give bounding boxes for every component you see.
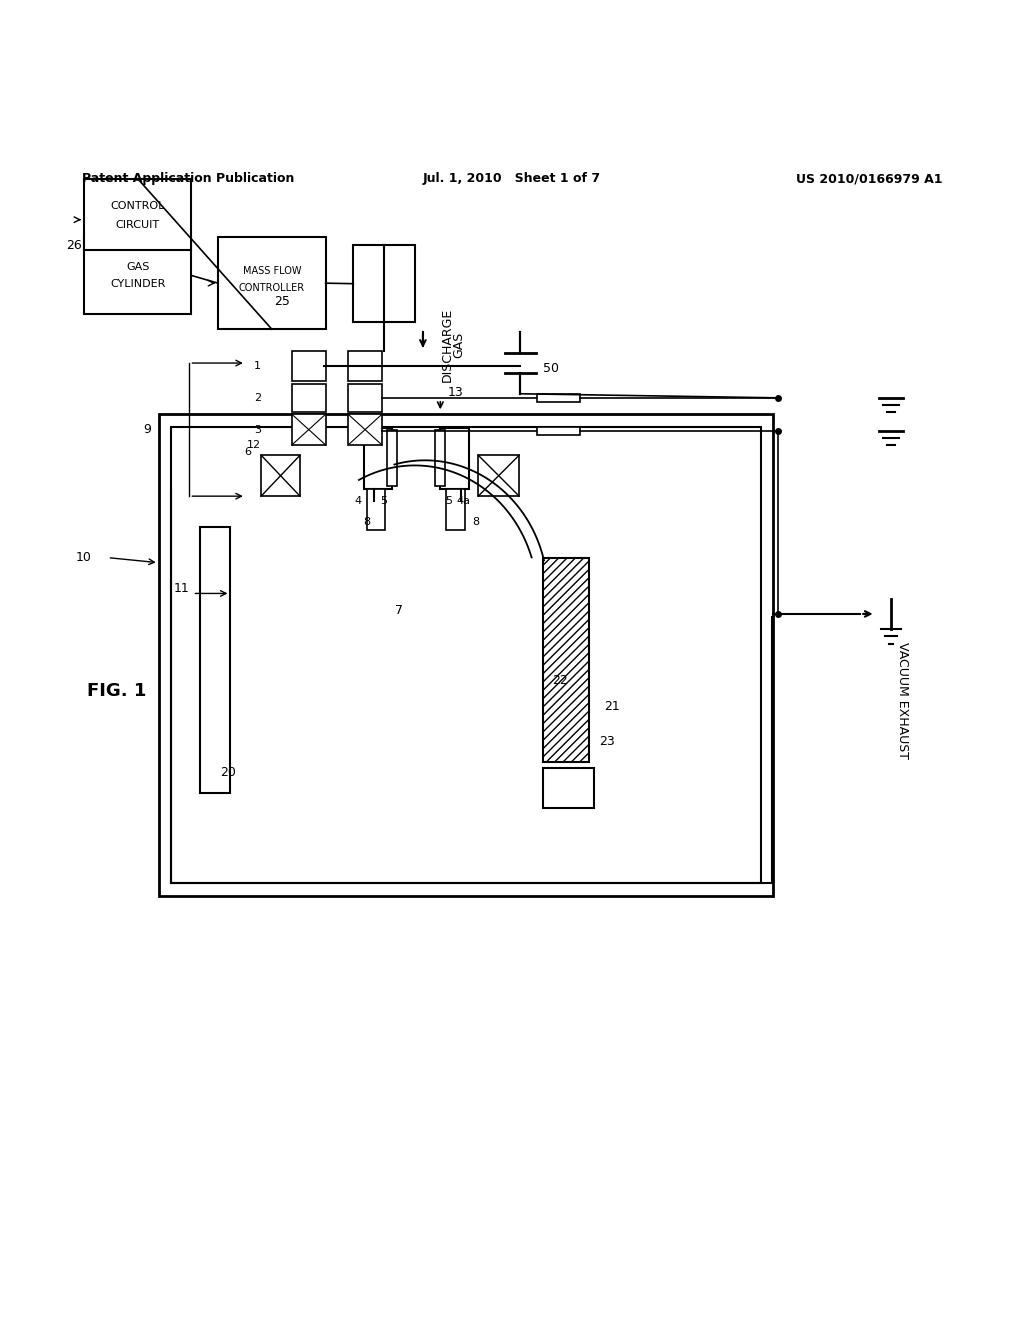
Text: 7: 7 bbox=[395, 605, 403, 618]
Bar bbox=[446, 488, 465, 529]
Text: 25: 25 bbox=[273, 296, 290, 308]
Text: 4: 4 bbox=[355, 496, 361, 506]
Text: 8: 8 bbox=[364, 516, 370, 527]
Text: MASS FLOW: MASS FLOW bbox=[243, 265, 301, 276]
Text: DISCHARGE: DISCHARGE bbox=[440, 308, 454, 381]
Text: 8: 8 bbox=[473, 516, 479, 527]
Text: CIRCUIT: CIRCUIT bbox=[116, 220, 160, 230]
Text: 10: 10 bbox=[76, 552, 92, 564]
Bar bbox=[353, 246, 415, 322]
Bar bbox=[348, 384, 382, 412]
Text: 21: 21 bbox=[604, 700, 620, 713]
Bar bbox=[543, 767, 594, 808]
Bar bbox=[440, 428, 469, 488]
Bar bbox=[200, 527, 230, 793]
Bar bbox=[292, 351, 326, 381]
Text: 13: 13 bbox=[447, 385, 464, 399]
Bar bbox=[261, 455, 300, 496]
Text: CONTROL: CONTROL bbox=[111, 202, 165, 211]
Bar bbox=[478, 455, 519, 496]
Text: 22: 22 bbox=[553, 675, 568, 686]
Text: Patent Application Publication: Patent Application Publication bbox=[82, 172, 294, 185]
Text: US 2010/0166979 A1: US 2010/0166979 A1 bbox=[796, 172, 942, 185]
Text: 5: 5 bbox=[380, 496, 387, 506]
Bar bbox=[84, 178, 191, 251]
Bar bbox=[543, 557, 589, 763]
Text: 6: 6 bbox=[244, 447, 251, 457]
Bar bbox=[292, 384, 326, 412]
Text: Jul. 1, 2010   Sheet 1 of 7: Jul. 1, 2010 Sheet 1 of 7 bbox=[423, 172, 601, 185]
Text: CONTROLLER: CONTROLLER bbox=[239, 284, 305, 293]
Text: 2: 2 bbox=[254, 393, 261, 403]
Bar bbox=[435, 429, 445, 486]
Text: FIG. 1: FIG. 1 bbox=[87, 681, 146, 700]
Text: 26: 26 bbox=[67, 239, 82, 252]
Bar bbox=[348, 414, 382, 445]
Bar bbox=[292, 414, 326, 445]
Bar bbox=[171, 426, 761, 883]
Text: 1: 1 bbox=[254, 362, 261, 371]
Text: 4a: 4a bbox=[457, 496, 471, 506]
Text: GAS: GAS bbox=[453, 331, 466, 358]
Bar bbox=[387, 429, 397, 486]
Text: 20: 20 bbox=[220, 766, 237, 779]
Bar bbox=[84, 238, 191, 314]
Bar bbox=[537, 393, 580, 403]
Text: 11: 11 bbox=[174, 582, 189, 595]
Text: 12: 12 bbox=[247, 440, 261, 450]
Text: 23: 23 bbox=[599, 735, 614, 748]
Bar bbox=[218, 238, 326, 329]
Text: 5: 5 bbox=[445, 496, 453, 506]
Bar bbox=[348, 351, 382, 381]
Bar bbox=[364, 428, 392, 488]
Bar bbox=[159, 414, 773, 895]
Text: 3: 3 bbox=[254, 425, 261, 434]
Text: VACUUM EXHAUST: VACUUM EXHAUST bbox=[896, 643, 909, 759]
Bar bbox=[537, 426, 580, 434]
Text: CYLINDER: CYLINDER bbox=[110, 279, 166, 289]
Bar bbox=[367, 488, 385, 529]
Text: 9: 9 bbox=[143, 424, 152, 436]
Text: GAS: GAS bbox=[126, 263, 150, 272]
Text: 50: 50 bbox=[543, 362, 559, 375]
